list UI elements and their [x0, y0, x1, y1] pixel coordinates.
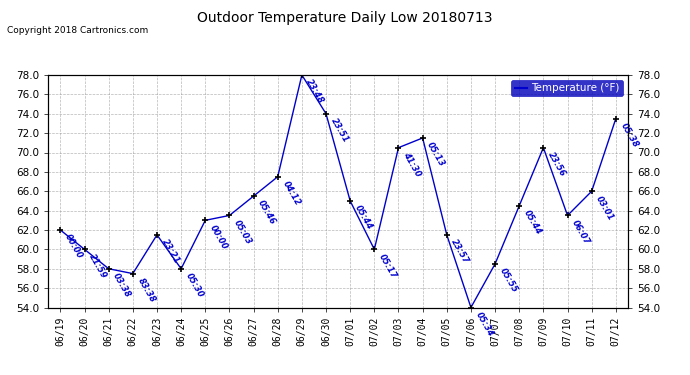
Text: 83:38: 83:38 [136, 276, 157, 304]
Text: 03:01: 03:01 [595, 194, 615, 222]
Text: 23:48: 23:48 [305, 78, 326, 105]
Text: 05:17: 05:17 [377, 252, 398, 280]
Text: 05:38: 05:38 [619, 122, 640, 149]
Text: 04:12: 04:12 [281, 180, 302, 207]
Text: 23:21: 23:21 [160, 238, 181, 266]
Text: 03:38: 03:38 [112, 272, 132, 299]
Text: 05:55: 05:55 [498, 267, 519, 294]
Text: 23:56: 23:56 [546, 150, 567, 178]
Text: 23:57: 23:57 [450, 238, 471, 266]
Text: 05:34: 05:34 [474, 310, 495, 338]
Text: 05:03: 05:03 [233, 218, 253, 246]
Text: 05:44: 05:44 [522, 209, 543, 236]
Legend: Temperature (°F): Temperature (°F) [511, 80, 622, 96]
Text: 05:46: 05:46 [257, 199, 277, 226]
Text: Outdoor Temperature Daily Low 20180713: Outdoor Temperature Daily Low 20180713 [197, 11, 493, 25]
Text: 05:13: 05:13 [426, 141, 446, 168]
Text: 00:00: 00:00 [208, 223, 229, 251]
Text: 23:51: 23:51 [329, 117, 350, 144]
Text: 06:07: 06:07 [571, 218, 591, 246]
Text: 05:44: 05:44 [353, 204, 374, 231]
Text: 21:59: 21:59 [88, 252, 108, 280]
Text: 05:30: 05:30 [184, 272, 205, 299]
Text: Copyright 2018 Cartronics.com: Copyright 2018 Cartronics.com [7, 26, 148, 35]
Text: 00:00: 00:00 [63, 233, 84, 261]
Text: 41:30: 41:30 [402, 150, 422, 178]
